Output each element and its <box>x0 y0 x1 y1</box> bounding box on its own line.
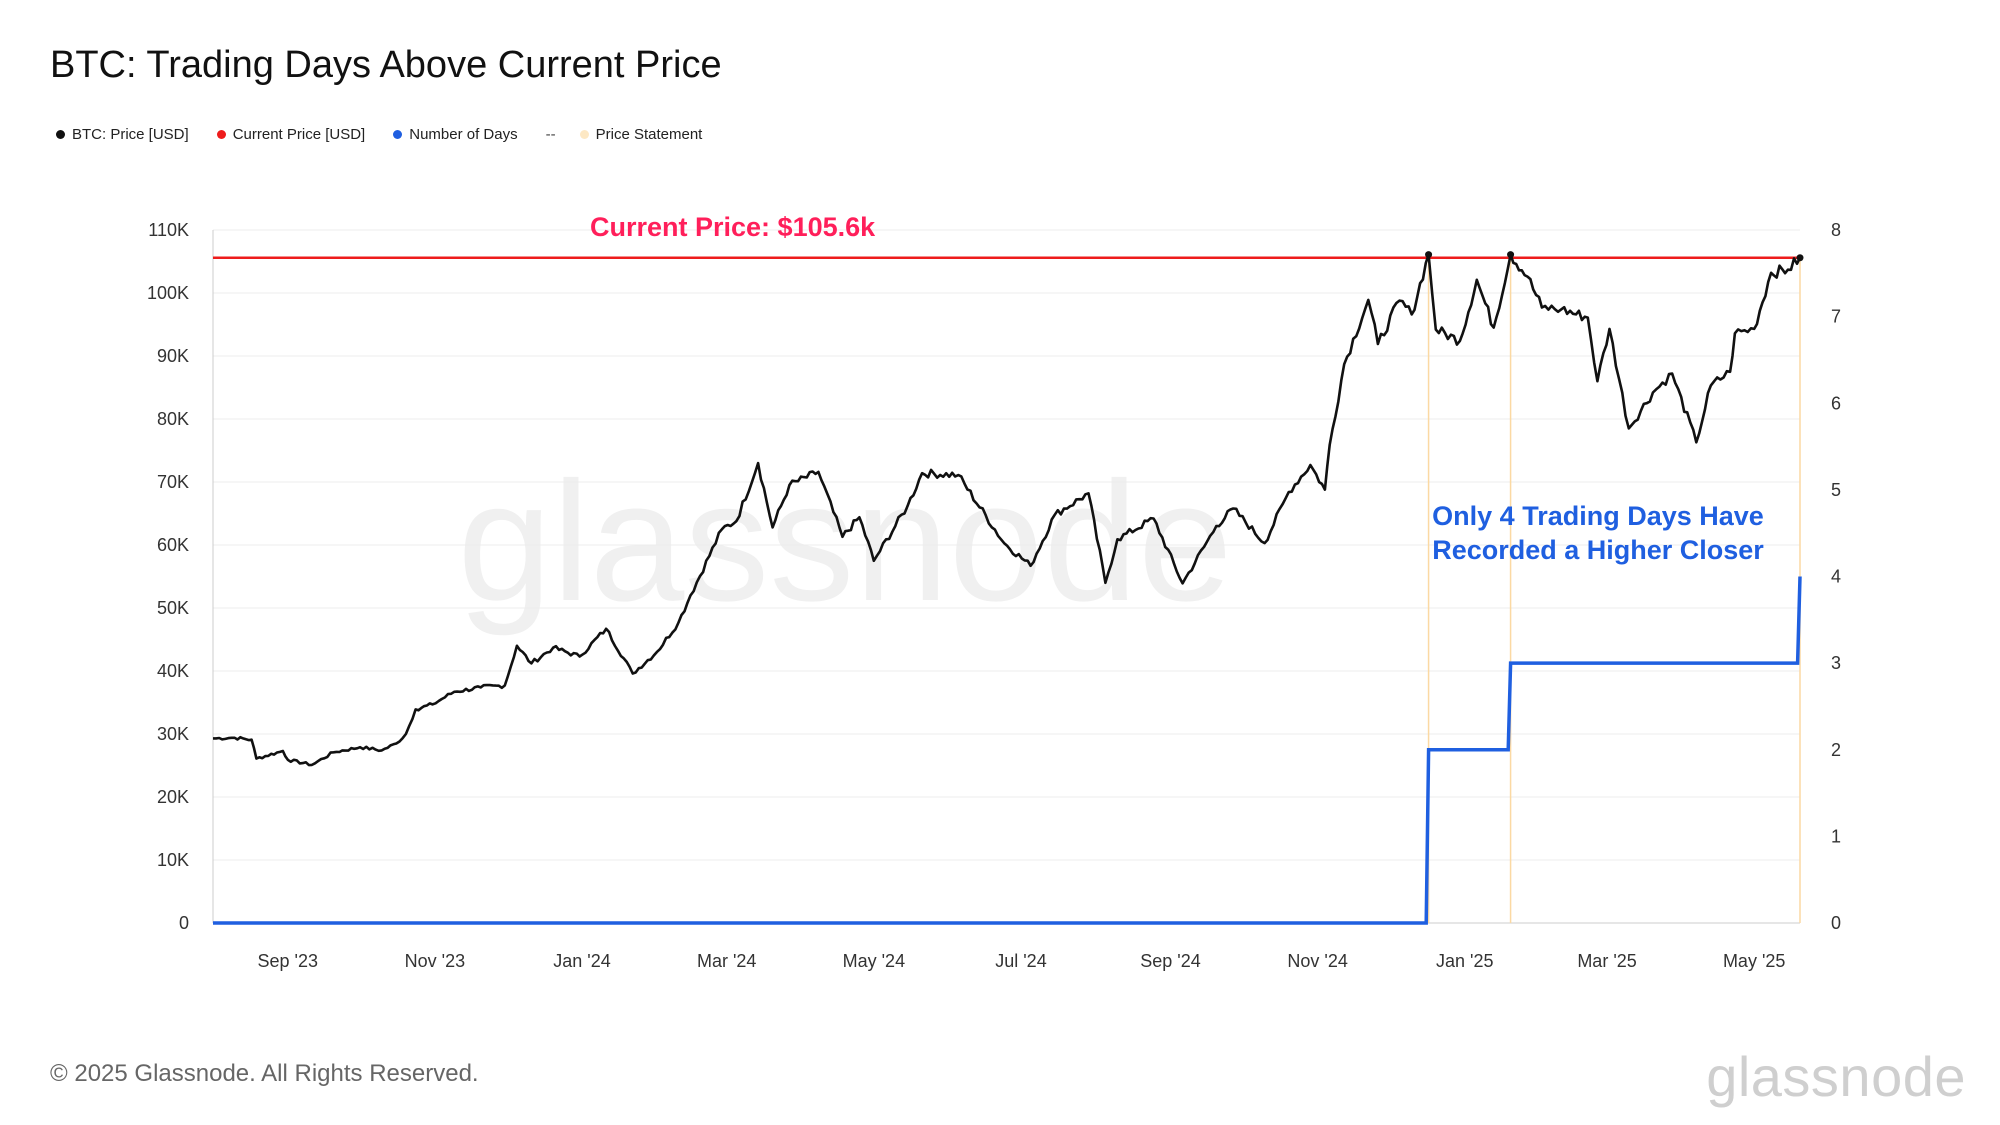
right-tick-label: 5 <box>1831 480 1841 500</box>
x-tick-label: Sep '23 <box>258 951 319 971</box>
x-tick-label: Mar '25 <box>1577 951 1636 971</box>
x-tick-label: May '25 <box>1723 951 1785 971</box>
right-tick-label: 6 <box>1831 393 1841 413</box>
chart-title: BTC: Trading Days Above Current Price <box>50 44 722 86</box>
series-btc-price-line <box>213 253 1802 767</box>
legend-label-number-of-days: Number of Days <box>409 126 518 143</box>
right-tick-label: 2 <box>1831 740 1841 760</box>
right-tick-label: 1 <box>1831 826 1841 846</box>
price-statement-point <box>1796 254 1804 262</box>
series-number-of-days-line <box>213 576 1802 925</box>
price-statement-point <box>1425 251 1433 259</box>
legend-item-price[interactable]: BTC: Price [USD] <box>56 126 189 143</box>
price-statement-point <box>1507 251 1515 259</box>
left-tick-label: 0 <box>179 913 189 933</box>
legend-dot-price <box>56 130 65 139</box>
left-tick-label: 30K <box>157 724 189 744</box>
legend-item-price-statement[interactable]: Price Statement <box>579 126 703 143</box>
x-tick-label: Nov '24 <box>1287 951 1347 971</box>
right-tick-label: 4 <box>1831 567 1841 587</box>
legend-separator: -- <box>545 126 556 143</box>
right-tick-label: 0 <box>1831 913 1841 933</box>
left-tick-label: 100K <box>147 283 189 303</box>
copyright-footer: © 2025 Glassnode. All Rights Reserved. <box>50 1060 479 1087</box>
x-tick-label: Jul '24 <box>995 951 1046 971</box>
left-tick-label: 80K <box>157 409 189 429</box>
legend-item-current-price[interactable]: Current Price [USD] <box>216 126 366 143</box>
x-tick-label: May '24 <box>843 951 905 971</box>
left-tick-label: 110K <box>148 220 189 240</box>
legend-label-price-statement: Price Statement <box>595 126 703 143</box>
left-tick-label: 60K <box>157 535 189 555</box>
brand-logo: glassnode <box>1706 1045 1966 1108</box>
x-tick-label: Jan '24 <box>553 951 610 971</box>
right-tick-label: 3 <box>1831 653 1841 673</box>
annotation-days-line-2: Recorded a Higher Closer <box>1432 535 1764 565</box>
left-tick-label: 20K <box>157 787 189 807</box>
x-axis-ticks: Sep '23 Nov '23 Jan '24 Mar '24 May '24 Jul '… <box>258 951 1786 971</box>
right-tick-label: 8 <box>1831 220 1841 240</box>
x-tick-label: Nov '23 <box>405 951 465 971</box>
x-tick-label: Sep '24 <box>1140 951 1201 971</box>
annotation-current-price: Current Price: $105.6k <box>590 212 876 242</box>
annotation-days-line-1: Only 4 Trading Days Have <box>1432 501 1764 531</box>
series-group <box>213 251 1804 925</box>
left-tick-label: 70K <box>157 472 189 492</box>
x-tick-label: Jan '25 <box>1436 951 1493 971</box>
right-tick-label: 7 <box>1831 307 1841 327</box>
legend-dot-number-of-days <box>393 130 403 139</box>
legend: BTC: Price [USD] Current Price [USD] Num… <box>56 126 730 143</box>
left-axis-ticks: 0 10K 20K 30K 40K 50K 60K 70K 80K 90K 100K 110K <box>147 220 189 933</box>
legend-label-price: BTC: Price [USD] <box>72 126 189 143</box>
right-axis-ticks: 0 1 2 3 4 5 6 7 8 <box>1831 220 1841 933</box>
legend-dot-current-price <box>216 130 226 139</box>
legend-dot-price-statement <box>579 130 589 139</box>
watermark: glassnode <box>457 447 1232 637</box>
left-tick-label: 50K <box>157 598 189 618</box>
legend-item-number-of-days[interactable]: Number of Days <box>393 126 518 143</box>
legend-label-current-price: Current Price [USD] <box>232 126 366 143</box>
left-tick-label: 10K <box>157 850 189 870</box>
x-tick-label: Mar '24 <box>697 951 756 971</box>
grid <box>212 229 1800 924</box>
left-tick-label: 40K <box>157 661 189 681</box>
left-tick-label: 90K <box>157 346 189 366</box>
